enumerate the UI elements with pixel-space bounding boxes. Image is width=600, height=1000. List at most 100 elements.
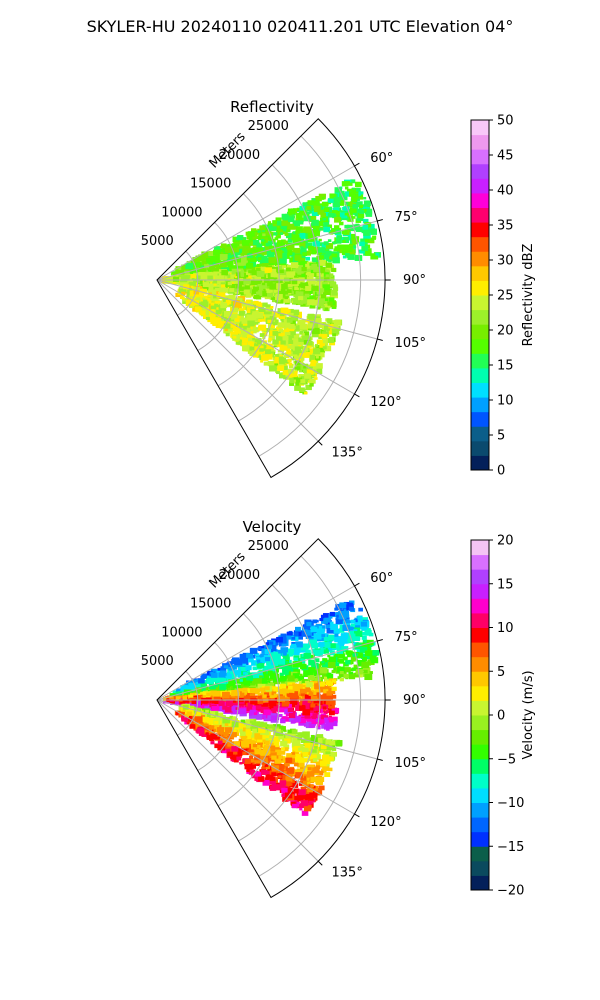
echo-cell <box>306 692 310 695</box>
echo-cell <box>206 258 214 264</box>
echo-cell <box>335 603 343 610</box>
echo-cell <box>325 262 333 268</box>
echo-cell <box>296 688 301 693</box>
echo-cell <box>283 354 288 358</box>
echo-cell <box>298 252 306 259</box>
echo-cell <box>287 631 293 636</box>
echo-cell <box>322 288 331 296</box>
echo-cell <box>290 643 297 649</box>
echo-cell <box>244 696 251 701</box>
echo-cell <box>269 673 278 680</box>
echo-cell <box>284 296 288 300</box>
colorbar-swatch <box>471 280 489 296</box>
echo-cell <box>263 361 269 366</box>
echo-cell <box>310 361 317 367</box>
echo-cell <box>272 331 279 336</box>
echo-cell <box>267 319 272 324</box>
colorbar-tick-label: 35 <box>497 219 514 234</box>
echo-cell <box>316 221 324 227</box>
echo-cell <box>359 191 364 195</box>
echo-cell <box>285 662 293 669</box>
echo-cell <box>302 202 310 208</box>
echo-cell <box>311 246 320 253</box>
echo-cell <box>318 686 327 693</box>
echo-cell <box>367 248 372 252</box>
echo-cell <box>318 238 322 242</box>
echo-cell <box>264 686 270 691</box>
echo-cell <box>257 657 264 663</box>
echo-cell <box>276 283 284 289</box>
echo-cell <box>286 309 291 313</box>
echo-cell <box>319 343 325 348</box>
echo-cell <box>261 353 265 357</box>
echo-cell <box>219 287 227 294</box>
azimuth-tick-label: 90° <box>403 273 426 288</box>
echo-cell <box>230 684 235 688</box>
echo-cell <box>355 191 362 196</box>
echo-cell <box>293 750 297 754</box>
echo-cell <box>365 250 372 256</box>
echo-cell <box>300 663 307 670</box>
echo-cell <box>308 215 317 222</box>
echo-cell <box>259 345 264 349</box>
echo-cell <box>188 303 195 309</box>
echo-cell <box>250 249 255 253</box>
echo-cell <box>322 613 329 618</box>
echo-cell <box>334 216 342 223</box>
echo-cell <box>310 626 318 633</box>
echo-cell <box>239 245 244 250</box>
echo-cell <box>353 672 359 678</box>
echo-cell <box>282 666 290 672</box>
echo-cell <box>246 275 252 280</box>
echo-cell <box>317 209 325 215</box>
echo-cell <box>243 680 250 686</box>
echo-cell <box>235 680 240 684</box>
echo-cell <box>251 660 259 666</box>
echo-cell <box>305 630 313 636</box>
echo-cell <box>234 302 242 309</box>
echo-cell <box>245 244 250 248</box>
echo-cell <box>304 373 311 379</box>
echo-cell <box>239 243 243 247</box>
echo-cell <box>325 693 334 700</box>
echo-cell <box>307 670 314 675</box>
echo-cell <box>262 252 266 256</box>
echo-cell <box>218 273 225 278</box>
range-tick-label: 10000 <box>161 205 202 220</box>
echo-cell <box>332 213 339 219</box>
echo-cell <box>215 309 222 315</box>
echo-cell <box>290 357 295 361</box>
echo-cell <box>249 350 257 357</box>
echo-cell <box>369 644 373 647</box>
echo-cell <box>281 688 289 695</box>
echo-cell <box>260 241 266 246</box>
echo-cell <box>273 662 281 668</box>
echo-cell <box>339 200 344 204</box>
echo-cell <box>280 307 289 314</box>
echo-cell <box>302 772 308 777</box>
echo-cell <box>360 621 367 627</box>
echo-cell <box>274 363 279 367</box>
echo-cell <box>260 266 266 271</box>
echo-cell <box>305 266 310 270</box>
echo-cell <box>346 213 352 217</box>
echo-cell <box>296 212 303 219</box>
echo-cell <box>189 270 194 274</box>
echo-cell <box>268 645 277 652</box>
radar-echo-field <box>161 179 381 395</box>
echo-cell <box>244 274 249 278</box>
echo-cell <box>280 317 286 322</box>
range-tick-label: 25000 <box>248 119 289 134</box>
echo-cell <box>267 282 273 287</box>
echo-cell <box>267 662 273 667</box>
echo-cell <box>333 662 340 667</box>
echo-cell <box>214 743 221 749</box>
echo-cell <box>319 255 324 259</box>
echo-cell <box>226 260 233 266</box>
echo-cell <box>364 238 370 243</box>
echo-cell <box>331 686 337 691</box>
colorbar-swatch <box>471 295 489 311</box>
echo-cell <box>215 716 223 722</box>
echo-cell <box>287 216 295 223</box>
echo-cell <box>243 289 250 295</box>
